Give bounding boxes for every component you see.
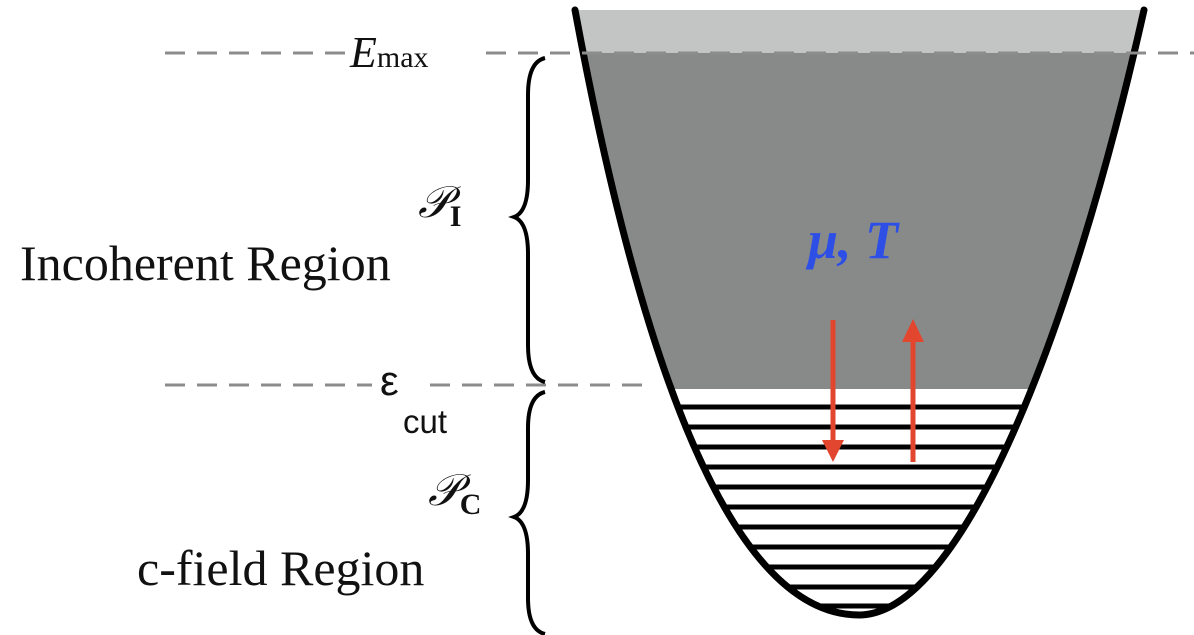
e-max-symbol: E bbox=[349, 28, 377, 77]
cfield-brace bbox=[508, 390, 546, 635]
well-interior bbox=[575, 10, 1144, 615]
up-arrow-head bbox=[902, 319, 924, 342]
incoherent-region-label: Incoherent Region bbox=[20, 235, 391, 291]
e-max-label: Emax bbox=[349, 28, 429, 77]
p-incoherent-label: 𝒫I bbox=[418, 178, 461, 233]
mu-t-label: μ, T bbox=[805, 210, 900, 270]
p-cfield-label: 𝒫C bbox=[428, 466, 481, 521]
p-incoherent-subscript: I bbox=[450, 200, 462, 233]
eps-cut-subscript: cut bbox=[403, 403, 447, 440]
cfield-region-label: c-field Region bbox=[137, 540, 424, 596]
down-arrow-head bbox=[822, 440, 844, 462]
e-max-subscript: max bbox=[377, 41, 429, 74]
exchange-arrows bbox=[822, 319, 924, 462]
p-cfield-subscript: C bbox=[460, 488, 482, 521]
eps-cut-symbol: ε bbox=[380, 357, 399, 404]
top-band bbox=[575, 10, 1144, 53]
well-outline bbox=[571, 6, 1148, 619]
incoherent-brace bbox=[508, 56, 546, 384]
